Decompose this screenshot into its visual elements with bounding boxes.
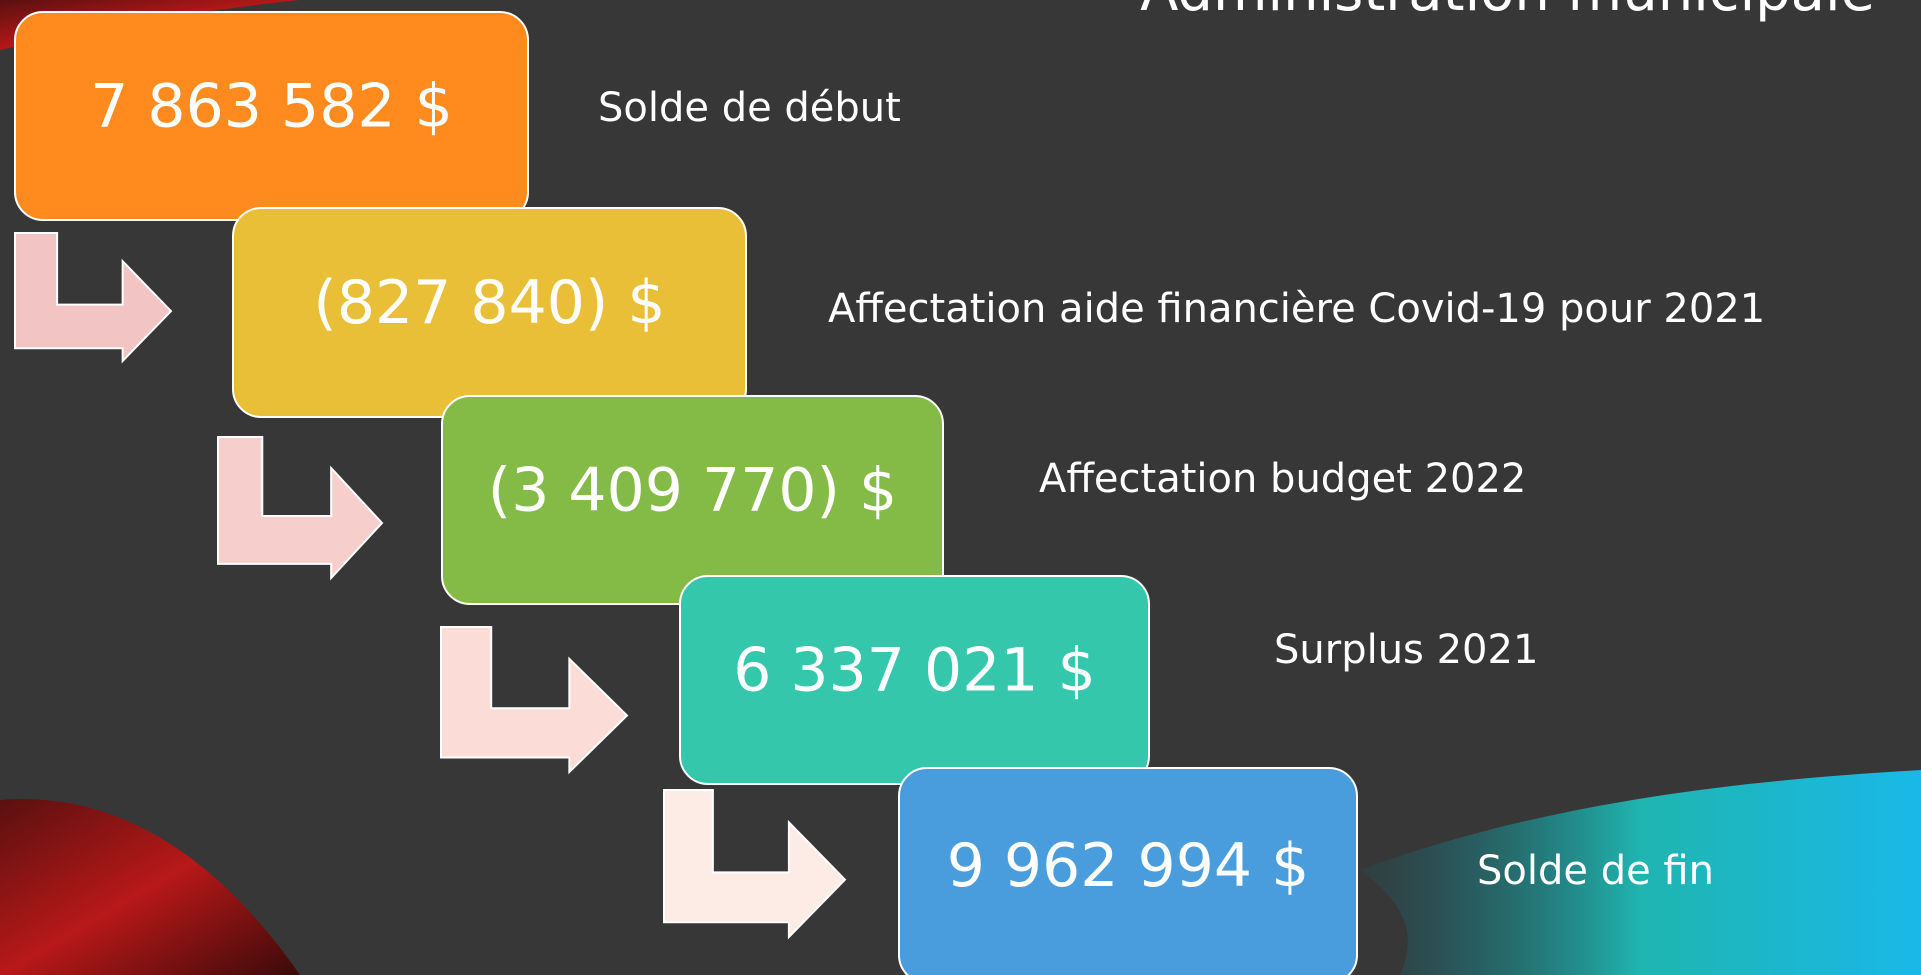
step-label: Solde de début — [598, 85, 901, 131]
step-amount: 7 863 582 $ — [90, 72, 453, 142]
step-amount: (827 840) $ — [313, 268, 665, 338]
decor-red-bottom — [0, 799, 300, 975]
decor-teal — [1360, 770, 1921, 975]
step-box — [898, 767, 1358, 975]
step-amount: 9 962 994 $ — [947, 831, 1310, 901]
step-amount: 6 337 021 $ — [733, 636, 1096, 706]
step-label: Affectation budget 2022 — [1039, 456, 1526, 502]
bent-arrow — [14, 232, 173, 364]
step-label: Surplus 2021 — [1274, 627, 1538, 673]
step-label: Affectation aide financière Covid-19 pou… — [828, 286, 1765, 332]
steps: 7 863 582 $ Solde de début (827 840) $ Affe… — [14, 11, 1765, 975]
step-label: Solde de fin — [1477, 848, 1714, 894]
bent-arrow — [217, 436, 384, 581]
bent-arrow — [663, 789, 847, 940]
slide-title: Administration municipale — [1140, 0, 1875, 24]
bent-arrow — [440, 626, 629, 775]
step-amount: (3 409 770) $ — [488, 456, 897, 526]
